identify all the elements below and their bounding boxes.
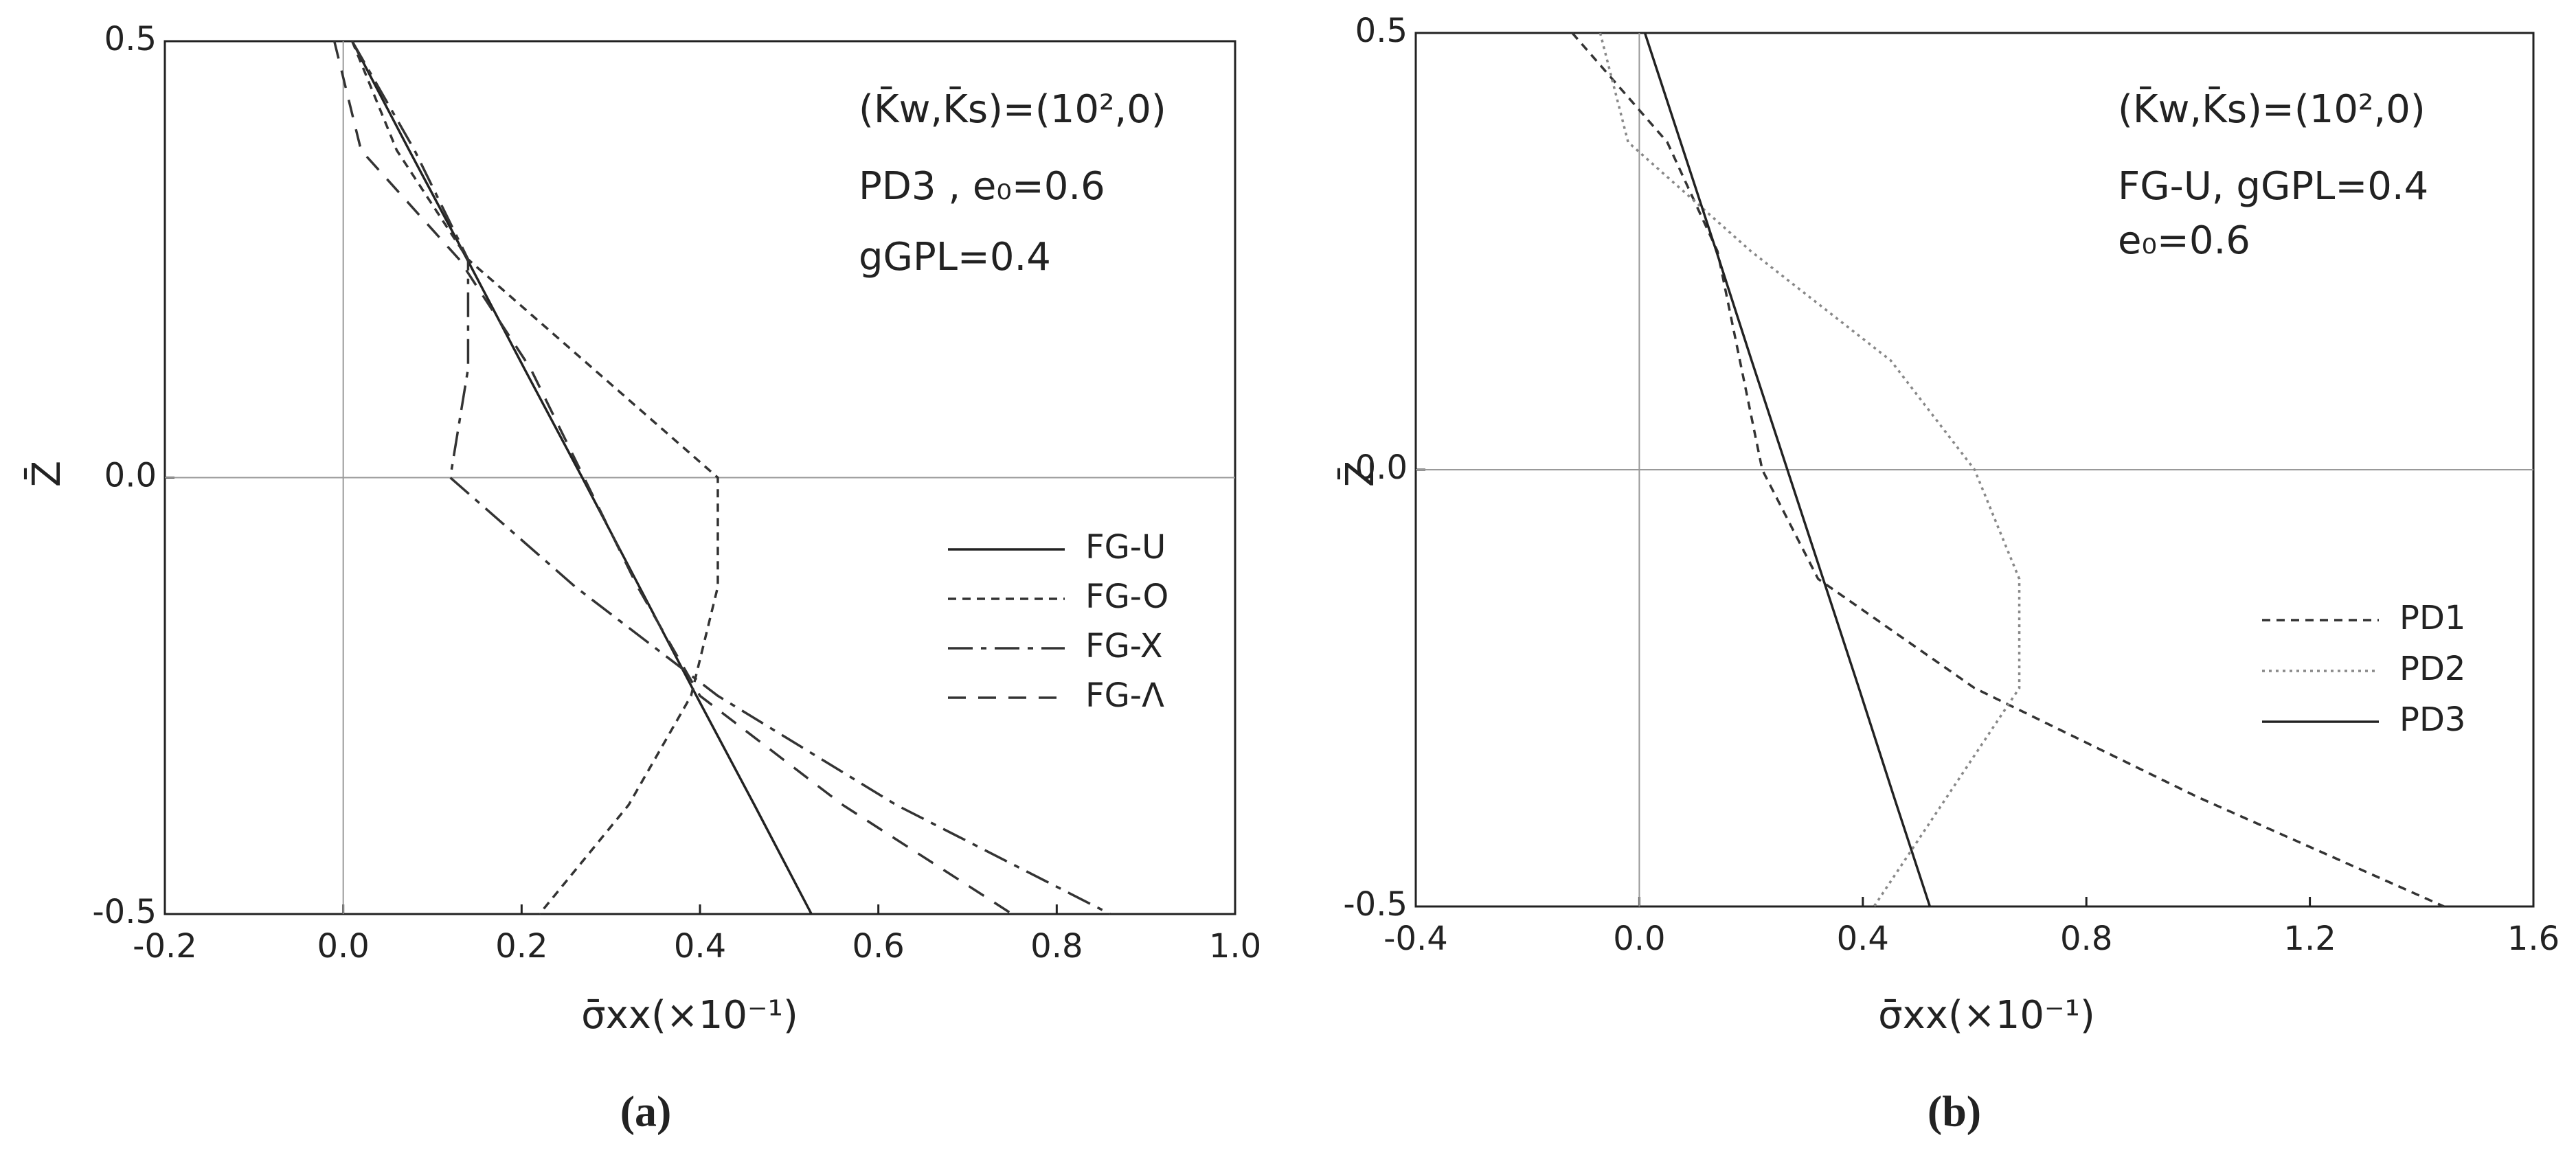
- legend-label: FG-Λ: [1085, 676, 1164, 715]
- x-tick-label: 1.2: [2283, 920, 2336, 958]
- x-axis-label: σ̄xx(×10⁻¹): [581, 993, 798, 1038]
- annotation: e₀=0.6: [2118, 218, 2250, 263]
- x-tick-label: -0.2: [133, 927, 197, 966]
- series-line: [351, 41, 1111, 915]
- series-line: [1643, 32, 1932, 907]
- legend-label: PD1: [2399, 599, 2465, 637]
- y-axis-label: Z̄: [25, 461, 69, 487]
- y-tick-label: 0.5: [1355, 12, 1408, 50]
- x-tick-label: 1.6: [2507, 920, 2560, 958]
- y-tick-label: 0.0: [104, 457, 157, 495]
- x-tick-label: 1.0: [1209, 927, 1261, 966]
- y-tick-label: 0.5: [104, 20, 157, 58]
- annotation: FG-U, gGPL=0.4: [2118, 164, 2428, 209]
- x-tick-label: 0.2: [495, 927, 547, 966]
- x-tick-label: -0.4: [1383, 920, 1448, 958]
- y-tick-label: -0.5: [92, 893, 157, 931]
- legend-label: FG-X: [1085, 627, 1163, 665]
- x-tick-label: 0.4: [1837, 920, 1889, 958]
- x-tick-label: 0.8: [2060, 920, 2112, 958]
- series-line: [1598, 32, 2021, 907]
- x-tick-label: 0.0: [317, 927, 369, 966]
- panel-label: (a): [620, 1087, 672, 1136]
- legend-label: FG-O: [1085, 578, 1168, 616]
- x-tick-label: 0.6: [852, 927, 904, 966]
- legend-label: PD3: [2399, 700, 2465, 739]
- annotation: (K̄w,K̄s)=(10²,0): [859, 87, 1166, 132]
- series-line: [351, 41, 813, 915]
- y-tick-label: -0.5: [1343, 885, 1408, 924]
- annotation: gGPL=0.4: [859, 235, 1051, 279]
- annotation: PD3 , e₀=0.6: [859, 164, 1105, 209]
- legend-label: PD2: [2399, 650, 2465, 688]
- y-axis-label: Z̄: [1338, 461, 1383, 487]
- x-axis-label: σ̄xx(×10⁻¹): [1878, 993, 2095, 1038]
- x-tick-label: 0.8: [1030, 927, 1083, 966]
- series-line: [332, 41, 1013, 915]
- x-tick-label: 0.0: [1613, 920, 1665, 958]
- x-tick-label: 0.4: [674, 927, 726, 966]
- series-line: [351, 41, 719, 915]
- series-line: [1571, 32, 2445, 908]
- legend-label: FG-U: [1085, 528, 1166, 567]
- annotation: (K̄w,K̄s)=(10²,0): [2118, 87, 2426, 132]
- panel-label: (b): [1928, 1087, 1981, 1136]
- y-tick-label: 0.0: [1355, 448, 1408, 487]
